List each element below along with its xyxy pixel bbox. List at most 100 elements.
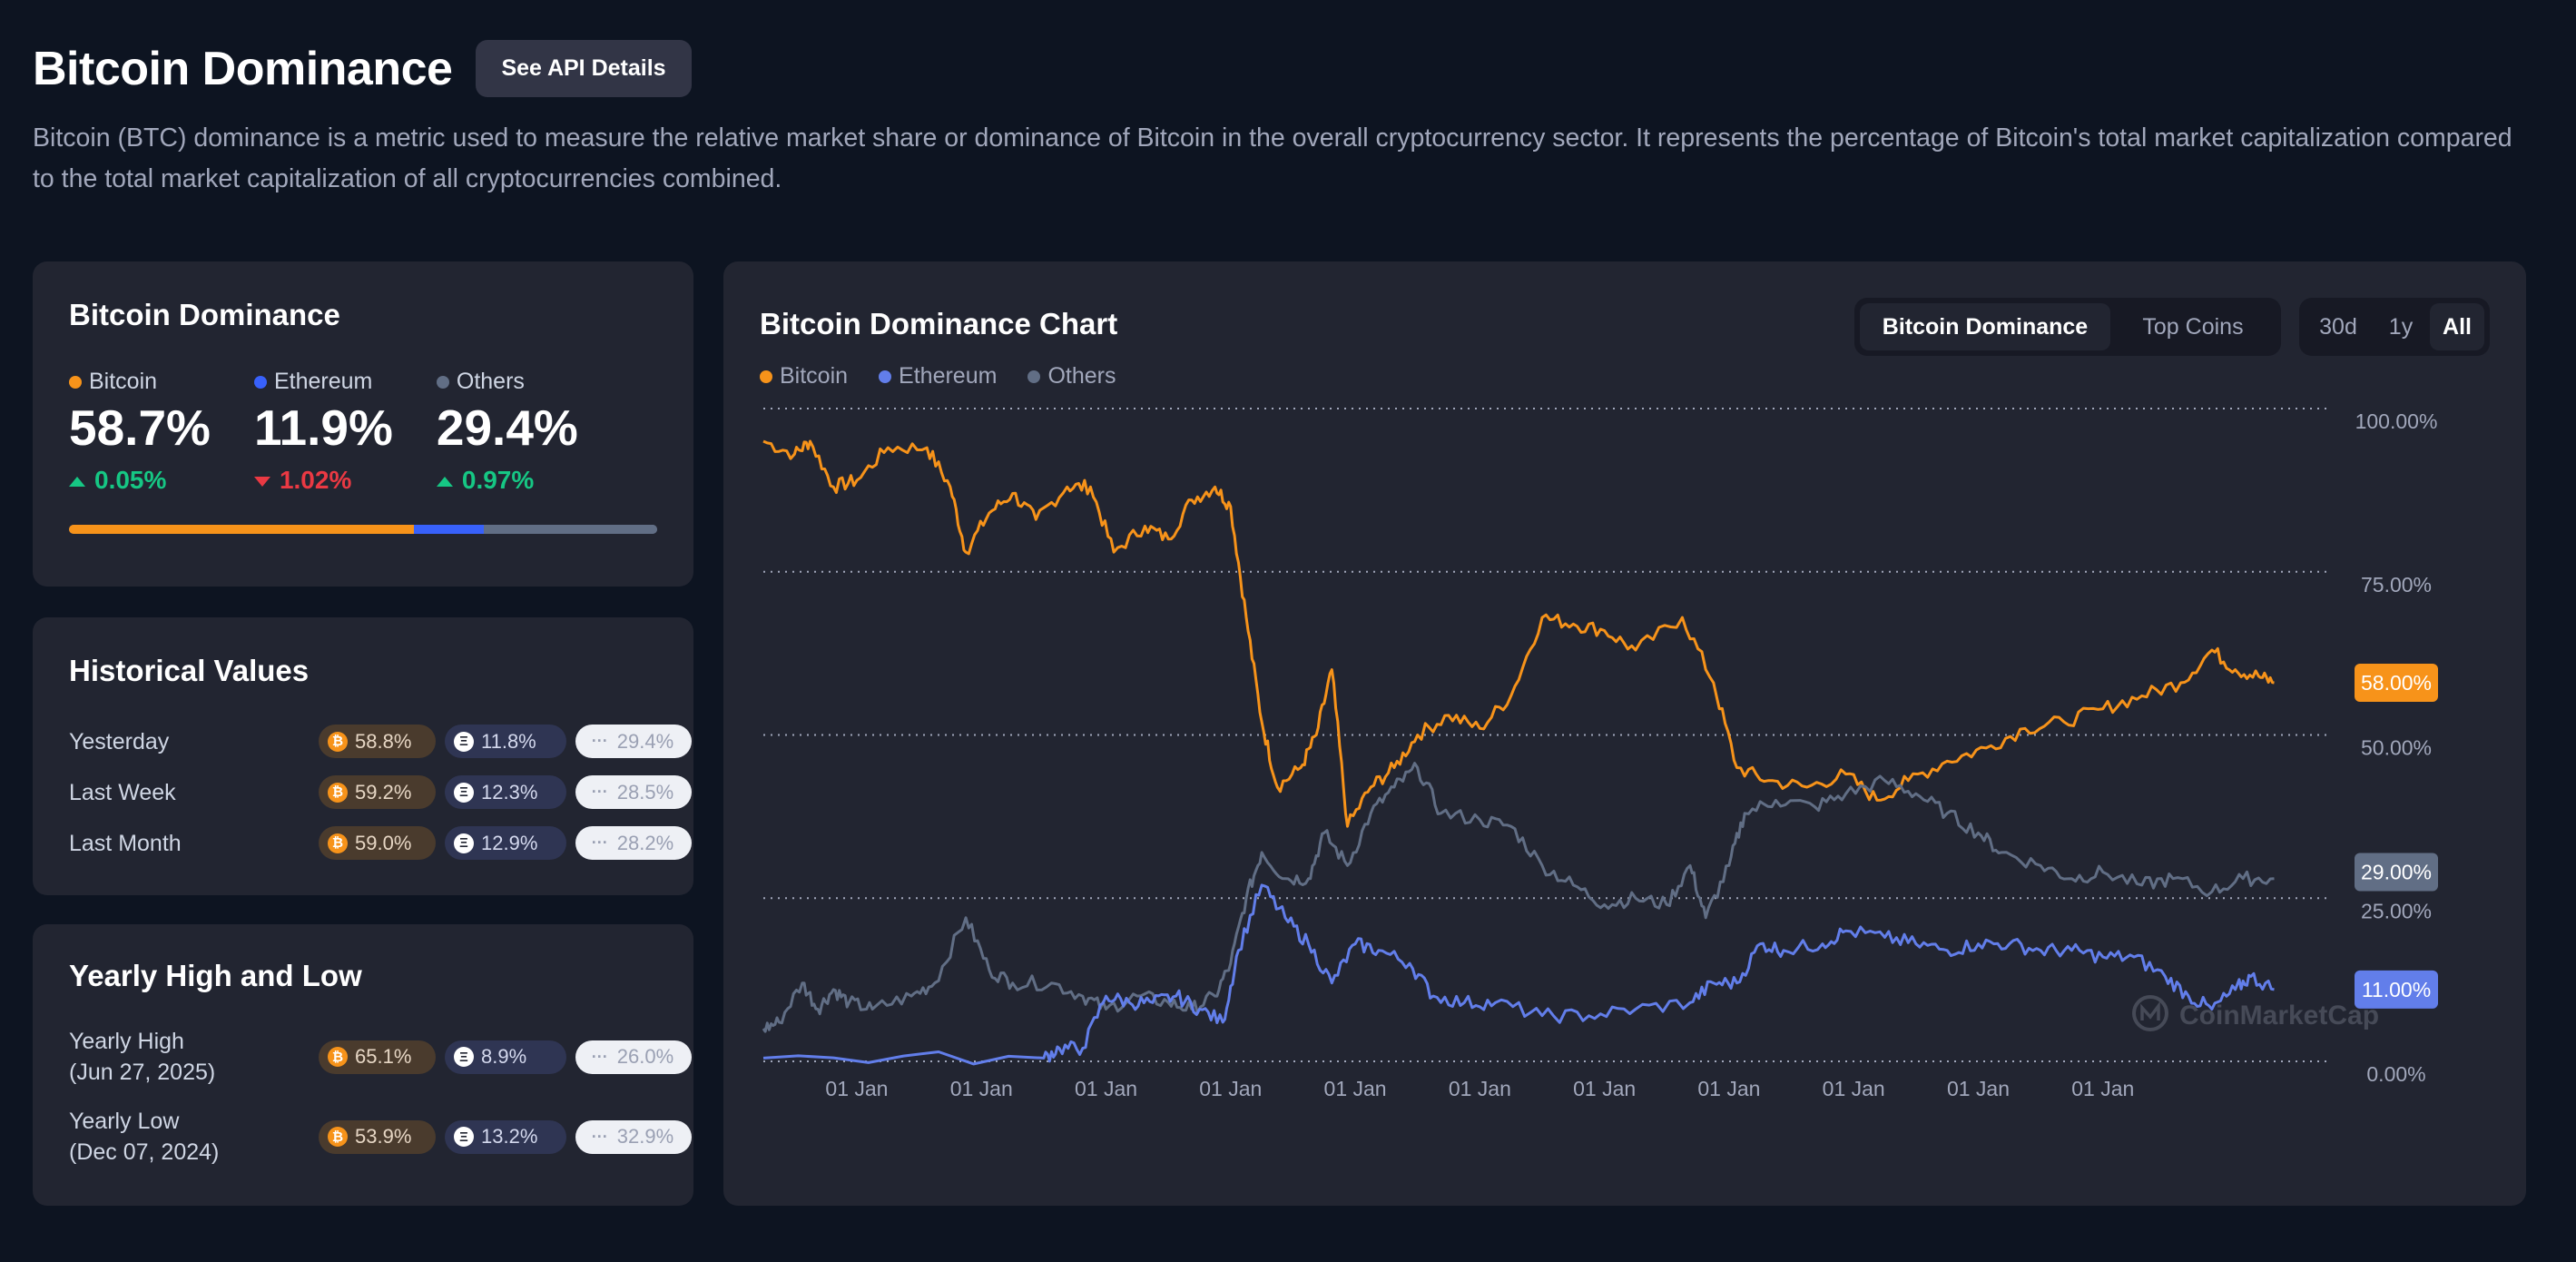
last-value-badge-others: 29.00% <box>2355 853 2438 892</box>
stat-change: 0.05% <box>94 466 167 494</box>
row-label: Yesterday <box>69 728 170 754</box>
bitcoin-icon: ₿ <box>328 833 348 853</box>
eth-value: 8.9% <box>481 1045 527 1068</box>
badge-bg <box>2355 663 2438 702</box>
range-toggle: 30d 1y All <box>2299 298 2490 356</box>
historical-row: Last Week ₿ 59.2% Ξ 12.3% ··· 28.5% <box>69 775 692 809</box>
dominance-card: Bitcoin Dominance Bitcoin 58.7% 0.05% Et… <box>33 261 693 587</box>
stat-value: 29.4% <box>436 399 578 456</box>
eth-value: 12.3% <box>481 780 538 804</box>
eth-value: 11.8% <box>481 729 536 753</box>
others-value: 28.2% <box>616 831 674 854</box>
page-description: Bitcoin (BTC) dominance is a metric used… <box>33 123 2512 193</box>
range-1y[interactable]: 1y <box>2372 303 2430 350</box>
badge-value: 58.00% <box>2361 671 2432 695</box>
page-header: Bitcoin Dominance See API Details <box>33 40 692 97</box>
others-value: 32.9% <box>616 1125 674 1148</box>
historical-card: Historical Values Yesterday ₿ 58.8% Ξ 11.8… <box>33 617 693 895</box>
coinmarketcap-logo-mark <box>2140 1001 2160 1020</box>
series-line-ethereum <box>762 883 2275 1066</box>
dominance-stats: Bitcoin 58.7% 0.05% Ethereum 11.9% 1.02%… <box>69 369 622 495</box>
row-label-text: Yearly High <box>69 1029 184 1054</box>
more-dots-icon: ··· <box>591 1127 608 1146</box>
series-line-others <box>762 762 2275 1033</box>
chart-title: Bitcoin Dominance Chart <box>760 307 1118 340</box>
eth-value: 12.9% <box>481 831 538 854</box>
btc-value: 65.1% <box>355 1045 412 1068</box>
legend-item-bitcoin[interactable]: Bitcoin <box>760 363 848 389</box>
chart-type-toggle: Bitcoin Dominance Top Coins <box>1854 298 2281 356</box>
more-dots-icon: ··· <box>591 1047 608 1066</box>
bitcoin-icon: ₿ <box>328 782 348 803</box>
series-line-bitcoin <box>762 439 2275 828</box>
bitcoin-dot-icon <box>760 370 772 383</box>
others-value-pill: ··· 28.2% <box>575 826 692 860</box>
historical-card-title: Historical Values <box>69 654 310 687</box>
btc-value: 59.2% <box>355 780 412 804</box>
ethereum-icon: Ξ <box>454 782 474 803</box>
yearly-row: Yearly High (Jun 27, 2025) ₿ 65.1% Ξ 8.9% ·… <box>69 1026 692 1088</box>
others-value: 29.4% <box>616 729 674 753</box>
more-dots-icon: ··· <box>591 783 608 801</box>
tab-top-coins[interactable]: Top Coins <box>2110 303 2276 350</box>
arrow-up-icon <box>436 477 453 488</box>
dominance-line-chart: 100.00% 75.00% 50.00% 25.00% 0.00% 01 Jan 01 J… <box>762 408 2438 1100</box>
y-tick-label: 50.00% <box>2361 736 2432 760</box>
y-tick-label: 75.00% <box>2361 573 2432 596</box>
row-label: Last Month <box>69 830 182 856</box>
more-dots-icon: ··· <box>591 732 608 750</box>
x-tick-label: 01 Jan <box>1449 1077 1511 1100</box>
see-api-details-button[interactable]: See API Details <box>476 40 692 97</box>
stat-change: 0.97% <box>461 466 535 494</box>
btc-value-pill: ₿ 65.1% <box>319 1040 436 1074</box>
eth-value-pill: Ξ 8.9% <box>445 1040 566 1074</box>
ethereum-icon: Ξ <box>454 731 474 752</box>
bar-segment-others <box>484 525 657 534</box>
others-value-pill: ··· 28.5% <box>575 775 692 809</box>
legend-item-others[interactable]: Others <box>1027 363 1116 389</box>
btc-value-pill: ₿ 59.0% <box>319 826 436 860</box>
legend-label: Bitcoin <box>780 363 849 389</box>
range-all[interactable]: All <box>2430 303 2484 350</box>
bitcoin-icon: ₿ <box>328 731 348 752</box>
ethereum-icon: Ξ <box>454 1047 474 1067</box>
btc-value: 53.9% <box>355 1125 412 1148</box>
row-label: Last Week <box>69 779 176 805</box>
bitcoin-icon: ₿ <box>328 1047 348 1067</box>
row-label-text: Yearly Low <box>69 1109 180 1134</box>
x-tick-label: 01 Jan <box>1947 1077 2010 1100</box>
x-tick-label: 01 Jan <box>1199 1077 1262 1100</box>
coinmarketcap-logo-icon <box>2132 995 2168 1031</box>
arrow-down-icon <box>253 477 270 488</box>
ethereum-icon: Ξ <box>454 833 474 853</box>
ethereum-dot-icon <box>879 370 892 383</box>
stat-label: Bitcoin <box>89 369 158 394</box>
more-dots-icon: ··· <box>591 833 608 852</box>
btc-value: 59.0% <box>355 831 412 854</box>
others-value: 26.0% <box>616 1045 674 1068</box>
y-tick-label: 0.00% <box>2366 1062 2425 1086</box>
tab-bitcoin-dominance[interactable]: Bitcoin Dominance <box>1860 303 2110 350</box>
stat-value: 58.7% <box>69 399 211 456</box>
yearly-row: Yearly Low (Dec 07, 2024) ₿ 53.9% Ξ 13.2% ·… <box>69 1106 692 1168</box>
row-label: Yearly High (Jun 27, 2025) <box>69 1026 310 1088</box>
bar-segment-bitcoin <box>69 525 415 534</box>
x-tick-label: 01 Jan <box>2071 1077 2134 1100</box>
ethereum-icon: Ξ <box>454 1127 474 1147</box>
range-30d[interactable]: 30d <box>2305 303 2372 350</box>
bar-segment-ethereum <box>414 525 485 534</box>
row-label-date: (Dec 07, 2024) <box>69 1139 220 1165</box>
legend-item-ethereum[interactable]: Ethereum <box>879 363 997 389</box>
legend-label: Others <box>1047 363 1116 389</box>
btc-value-pill: ₿ 59.2% <box>319 775 436 809</box>
row-label: Yearly Low (Dec 07, 2024) <box>69 1106 310 1168</box>
eth-value-pill: Ξ 12.9% <box>445 826 566 860</box>
yearly-card-title: Yearly High and Low <box>69 959 362 992</box>
x-tick-label: 01 Jan <box>1075 1077 1137 1100</box>
stat-ethereum: Ethereum 11.9% 1.02% <box>253 369 393 495</box>
y-tick-label: 25.00% <box>2361 899 2432 922</box>
chart-legend: Bitcoin Ethereum Others <box>760 363 1146 389</box>
eth-value: 13.2% <box>481 1125 538 1148</box>
ethereum-dot-icon <box>253 376 267 389</box>
others-value-pill: ··· 26.0% <box>575 1040 692 1074</box>
